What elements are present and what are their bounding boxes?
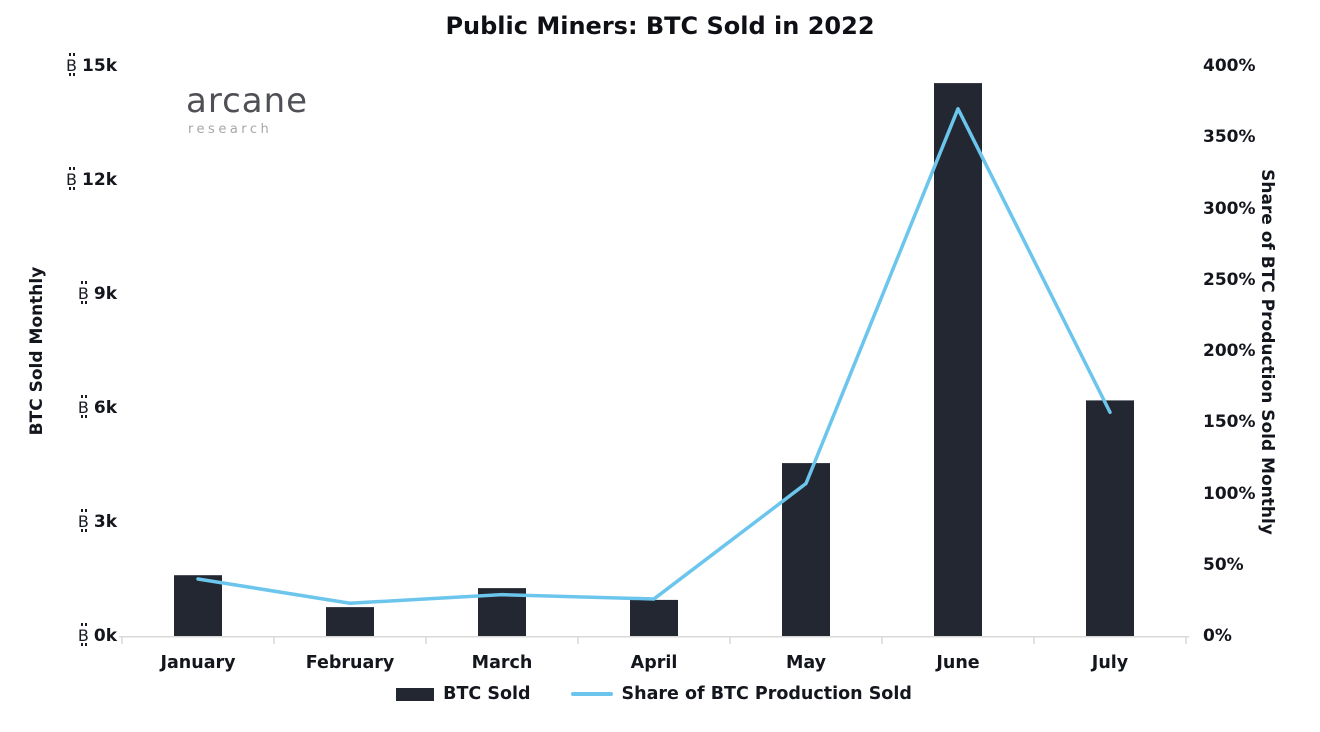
left-axis-tick-label: B 3k [77, 509, 117, 532]
line-swatch-icon [570, 692, 613, 696]
production-share-line [196, 107, 1112, 605]
right-axis-tick-label: 350% [1203, 127, 1256, 148]
x-axis-label-may: May [785, 653, 827, 673]
x-axis-label-february: February [305, 653, 395, 673]
right-axis-tick-label: 400% [1203, 56, 1256, 76]
right-axis-tick-label: 200% [1203, 341, 1256, 361]
x-axis-label-june: June [936, 653, 980, 673]
x-axis-label-january: January [160, 653, 236, 673]
bar-january [174, 575, 222, 636]
bar-june [934, 83, 982, 637]
right-axis-tick-label: 150% [1203, 412, 1256, 433]
chart-title: Public Miners: BTC Sold in 2022 [445, 12, 875, 40]
bitcoin-symbol-icon: B [77, 509, 89, 532]
left-axis-tick-label: B 0k [77, 623, 117, 646]
left-axis-tick-label: B 15k [66, 53, 117, 76]
legend-label-btc-sold: BTC Sold [443, 684, 531, 704]
left-axis-tick-label: B 9k [77, 281, 117, 304]
x-axis-label-july: July [1091, 653, 1129, 673]
x-axis-label-april: April [630, 653, 678, 673]
right-axis-tick-label: 100% [1203, 483, 1256, 504]
logo-wordmark: arcane [186, 81, 309, 121]
bitcoin-symbol-icon: B [77, 281, 89, 304]
right-axis-tick-label: 250% [1203, 269, 1256, 290]
arcane-research-logo: arcane research [186, 84, 308, 136]
right-axis-tick-label: 50% [1203, 554, 1244, 575]
legend-label-share: Share of BTC Production Sold [621, 684, 912, 704]
left-axis-title: BTC Sold Monthly [27, 266, 47, 436]
bitcoin-symbol-icon: B [66, 53, 78, 76]
right-axis-title: Share of BTC Production Sold Monthly [1257, 169, 1277, 535]
bar-july [1086, 400, 1134, 636]
bar-april [630, 599, 678, 636]
bar-february [326, 607, 374, 636]
bar-swatch-icon [396, 687, 435, 701]
legend-item-btc-sold: BTC Sold [396, 684, 531, 704]
right-axis-tick-label: 300% [1203, 198, 1256, 219]
logo-subtitle: research [188, 122, 273, 137]
bitcoin-symbol-icon: B [77, 623, 89, 646]
x-axis-label-march: March [471, 653, 533, 673]
right-axis-tick-label: 0% [1203, 626, 1232, 646]
bitcoin-symbol-icon: B [77, 395, 89, 418]
chart-legend: BTC Sold Share of BTC Production Sold [122, 684, 1186, 704]
legend-item-share: Share of BTC Production Sold [570, 684, 912, 704]
bitcoin-symbol-icon: B [66, 167, 78, 190]
bar-may [782, 463, 830, 636]
left-axis-tick-label: B 6k [77, 395, 117, 418]
left-axis-tick-label: B 12k [66, 167, 117, 190]
